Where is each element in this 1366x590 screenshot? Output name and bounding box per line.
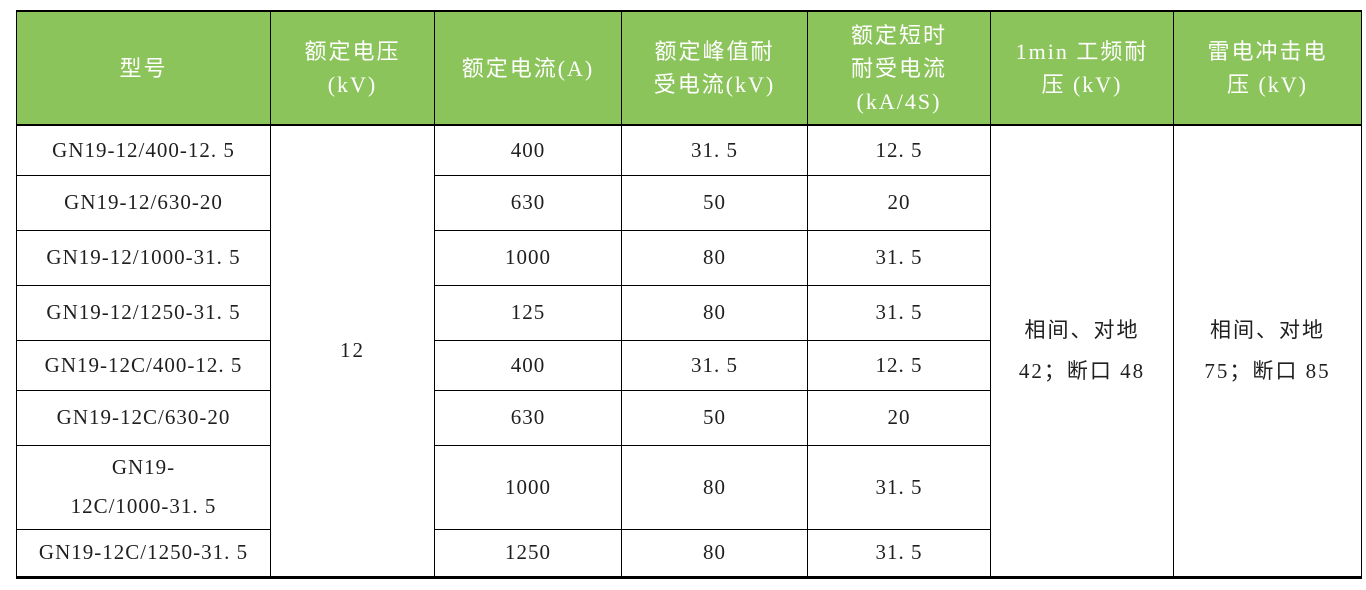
table-row: GN19-12/1250-31. 5 125 80 31. 5 [16, 284, 1362, 341]
column-header-rated-voltage: 额定电压 (kV) [270, 10, 435, 126]
column-header-rated-current: 额定电流(A) [434, 10, 622, 126]
peak-withstand-cell: 50 [621, 174, 808, 231]
model-cell: GN19-12/630-20 [16, 174, 271, 231]
short-time-withstand-cell: 20 [807, 174, 991, 231]
switch-spec-table: 型号 额定电压 (kV) 额定电流(A) 额定峰值耐 受电流(kV) 额定短时 … [16, 10, 1362, 579]
peak-withstand-cell: 31. 5 [621, 124, 808, 176]
rated-current-cell: 1250 [434, 528, 622, 578]
short-time-withstand-cell: 31. 5 [807, 444, 991, 530]
rated-current-cell: 1000 [434, 444, 622, 530]
header-row: 型号 额定电压 (kV) 额定电流(A) 额定峰值耐 受电流(kV) 额定短时 … [16, 10, 1362, 126]
rated-current-cell: 125 [434, 284, 622, 341]
short-time-withstand-cell: 20 [807, 389, 991, 446]
lightning-impulse-merged-cell: 相间、对地 75；断口 85 [1173, 124, 1362, 578]
rated-current-cell: 400 [434, 124, 622, 176]
table-row: GN19-12/630-20 630 50 20 [16, 174, 1362, 231]
rated-voltage-merged-cell: 12 [270, 124, 435, 578]
power-frequency-withstand-merged-cell: 相间、对地 42；断口 48 [990, 124, 1174, 578]
table-row: GN19-12C/630-20 630 50 20 [16, 389, 1362, 446]
column-header-power-frequency-withstand: 1min 工频耐 压 (kV) [990, 10, 1174, 126]
peak-withstand-cell: 80 [621, 444, 808, 530]
column-header-model: 型号 [16, 10, 271, 126]
peak-withstand-cell: 80 [621, 284, 808, 341]
column-header-short-time-withstand-current: 额定短时 耐受电流 (kA/4S) [807, 10, 991, 126]
peak-withstand-cell: 50 [621, 389, 808, 446]
short-time-withstand-cell: 31. 5 [807, 229, 991, 286]
rated-current-cell: 630 [434, 174, 622, 231]
model-cell: GN19- 12C/1000-31. 5 [16, 444, 271, 530]
table-row: GN19- 12C/1000-31. 5 1000 80 31. 5 [16, 444, 1362, 530]
peak-withstand-cell: 31. 5 [621, 339, 808, 391]
rated-current-cell: 630 [434, 389, 622, 446]
peak-withstand-cell: 80 [621, 528, 808, 578]
short-time-withstand-cell: 31. 5 [807, 528, 991, 578]
model-cell: GN19-12/400-12. 5 [16, 124, 271, 176]
model-cell: GN19-12C/630-20 [16, 389, 271, 446]
short-time-withstand-cell: 12. 5 [807, 124, 991, 176]
table-row: GN19-12C/400-12. 5 400 31. 5 12. 5 [16, 339, 1362, 391]
rated-current-cell: 1000 [434, 229, 622, 286]
peak-withstand-cell: 80 [621, 229, 808, 286]
model-cell: GN19-12/1000-31. 5 [16, 229, 271, 286]
short-time-withstand-cell: 12. 5 [807, 339, 991, 391]
model-cell: GN19-12C/1250-31. 5 [16, 528, 271, 578]
column-header-lightning-impulse: 雷电冲击电 压 (kV) [1173, 10, 1362, 126]
rated-current-cell: 400 [434, 339, 622, 391]
table-row: GN19-12/400-12. 5 12 400 31. 5 12. 5 相间、… [16, 124, 1362, 578]
table-row: GN19-12C/1250-31. 5 1250 80 31. 5 [16, 528, 1362, 578]
table-row: GN19-12/1000-31. 5 1000 80 31. 5 [16, 229, 1362, 286]
model-cell: GN19-12C/400-12. 5 [16, 339, 271, 391]
model-cell: GN19-12/1250-31. 5 [16, 284, 271, 341]
short-time-withstand-cell: 31. 5 [807, 284, 991, 341]
spec-table-container: 型号 额定电压 (kV) 额定电流(A) 额定峰值耐 受电流(kV) 额定短时 … [16, 10, 1362, 579]
column-header-peak-withstand-current: 额定峰值耐 受电流(kV) [621, 10, 808, 126]
